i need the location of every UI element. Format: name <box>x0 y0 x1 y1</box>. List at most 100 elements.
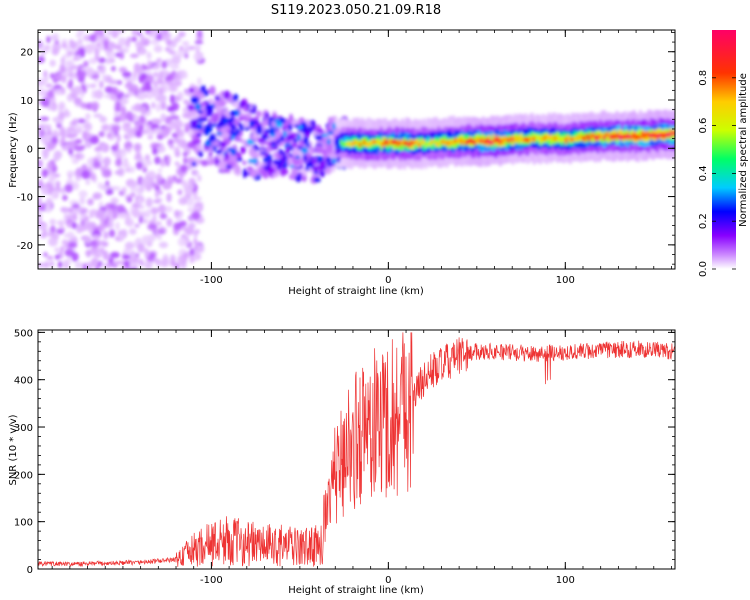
spectral-blob <box>285 134 294 142</box>
ridge-cell <box>534 134 538 140</box>
noise-blob <box>103 231 109 240</box>
x-tick-label: -100 <box>200 575 223 586</box>
ridge-cell <box>600 132 604 144</box>
noise-blob <box>108 229 116 238</box>
noise-blob <box>54 247 60 253</box>
noise-blob <box>134 103 142 112</box>
ridge-cell <box>549 134 553 146</box>
noise-blob <box>179 45 184 51</box>
noise-blob <box>90 246 100 254</box>
ridge-cell <box>435 141 439 147</box>
ridge-cell <box>636 134 640 140</box>
noise-blob <box>88 209 97 217</box>
ridge-cell <box>615 132 619 138</box>
snr-y-label: SNR (10 * v/v) <box>8 414 19 485</box>
spectral-blob <box>291 147 299 157</box>
ridge-cell <box>528 136 532 142</box>
noise-blob <box>130 192 136 198</box>
noise-blob <box>151 118 161 124</box>
noise-blob <box>176 255 187 266</box>
noise-blob <box>112 260 119 265</box>
ridge-cell <box>566 135 570 140</box>
noise-blob <box>61 133 66 143</box>
noise-blob <box>195 229 200 234</box>
ridge-cell <box>621 134 625 140</box>
noise-blob <box>170 260 177 267</box>
noise-blob <box>83 208 89 213</box>
noise-blob <box>145 75 152 83</box>
colorbar-tick-label: 0.0 <box>698 261 709 277</box>
ridge-cell <box>441 139 445 145</box>
ridge-cell <box>343 142 347 147</box>
ridge-cell <box>670 130 674 141</box>
spectral-blob <box>294 155 301 159</box>
ridge-cell <box>460 134 464 145</box>
noise-blob <box>165 80 174 86</box>
noise-blob <box>135 161 143 170</box>
spectral-blob <box>223 90 231 100</box>
ridge-cell <box>464 139 468 145</box>
ridge-cell <box>447 140 451 146</box>
ridge-cell <box>360 139 364 145</box>
ridge-cell <box>649 133 653 139</box>
noise-blob <box>70 65 80 70</box>
noise-blob <box>99 224 105 233</box>
noise-blob <box>147 170 156 178</box>
spectral-blob <box>227 117 234 123</box>
noise-blob <box>41 168 49 178</box>
noise-blob <box>158 241 169 249</box>
ridge-cell <box>556 135 560 141</box>
noise-blob <box>69 40 78 48</box>
noise-blob <box>109 213 114 223</box>
noise-blob <box>71 120 78 125</box>
noise-blob <box>158 87 164 96</box>
noise-blob <box>183 156 188 165</box>
noise-blob <box>161 257 166 268</box>
noise-blob <box>145 84 153 92</box>
noise-blob <box>154 189 159 199</box>
ridge-cell <box>358 142 362 148</box>
spectral-blob <box>188 87 195 94</box>
ridge-cell <box>401 139 405 145</box>
noise-blob <box>38 159 44 168</box>
noise-blob <box>145 30 151 35</box>
ridge-cell <box>377 139 381 145</box>
noise-blob <box>169 115 180 120</box>
ridge-cell <box>486 137 490 143</box>
spectral-blob <box>235 128 240 135</box>
noise-blob <box>105 180 110 187</box>
ridge-cell <box>452 140 456 146</box>
ridge-cell <box>354 139 358 145</box>
noise-blob <box>158 70 164 81</box>
spectral-blob <box>314 144 323 154</box>
spectral-blob <box>208 151 213 157</box>
spectral-blob <box>219 125 227 133</box>
noise-blob <box>89 83 97 88</box>
y-tick-label: 200 <box>14 470 33 481</box>
y-tick-label: 0 <box>27 565 33 576</box>
ridge-cell <box>471 139 475 145</box>
noise-blob <box>71 86 81 96</box>
ridge-cell <box>604 132 608 138</box>
ridge-cell <box>660 132 664 138</box>
noise-blob <box>160 113 167 122</box>
noise-blob <box>84 66 95 77</box>
spectral-blob <box>305 130 310 138</box>
ridge-cell <box>437 142 441 147</box>
noise-blob <box>54 88 64 96</box>
spectral-blob <box>204 141 212 147</box>
noise-blob <box>54 40 59 45</box>
noise-blob <box>184 187 194 196</box>
ridge-cell <box>462 138 466 144</box>
noise-blob <box>113 116 121 123</box>
ridge-cell <box>454 138 458 143</box>
ridge-cell <box>367 142 371 147</box>
noise-blob <box>104 86 114 94</box>
noise-blob <box>125 218 134 227</box>
noise-blob <box>136 197 143 206</box>
ridge-cell <box>662 133 666 139</box>
colorbar-tick-label: 0.8 <box>698 70 709 86</box>
spectral-blob <box>255 124 263 135</box>
spectral-blob <box>225 168 231 173</box>
ridge-cell <box>549 134 553 140</box>
